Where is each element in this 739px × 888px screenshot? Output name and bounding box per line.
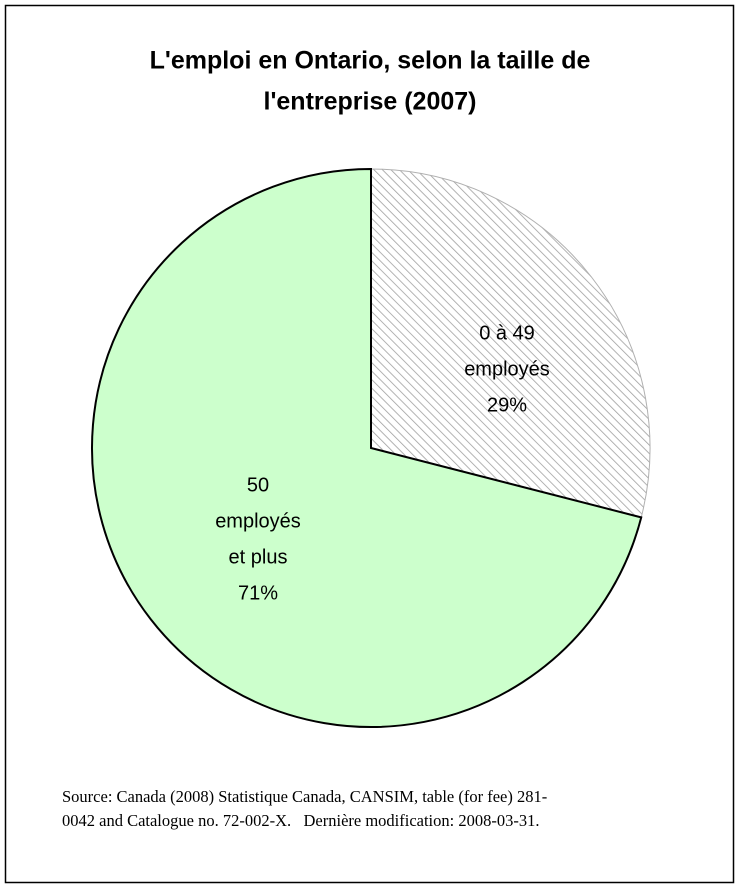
source-note: 0042 and Catalogue no. 72-002-X. Dernièr… xyxy=(62,811,539,830)
slice-label: employés xyxy=(215,510,301,532)
source-note: Source: Canada (2008) Statistique Canada… xyxy=(62,787,547,806)
value-label: 71% xyxy=(238,582,278,604)
slice-label: 50 xyxy=(247,474,269,496)
slice-label: et plus xyxy=(229,546,288,568)
pie xyxy=(91,167,651,728)
pie-slice xyxy=(370,168,651,518)
slice-label: 0 à 49 xyxy=(479,322,535,344)
chart-title: l'entreprise (2007) xyxy=(264,88,477,116)
pie-slice xyxy=(91,167,643,728)
value-label: 29% xyxy=(487,394,527,416)
slice-label: employés xyxy=(464,358,550,380)
chart-title: L'emploi en Ontario, selon la taille de xyxy=(150,47,591,75)
